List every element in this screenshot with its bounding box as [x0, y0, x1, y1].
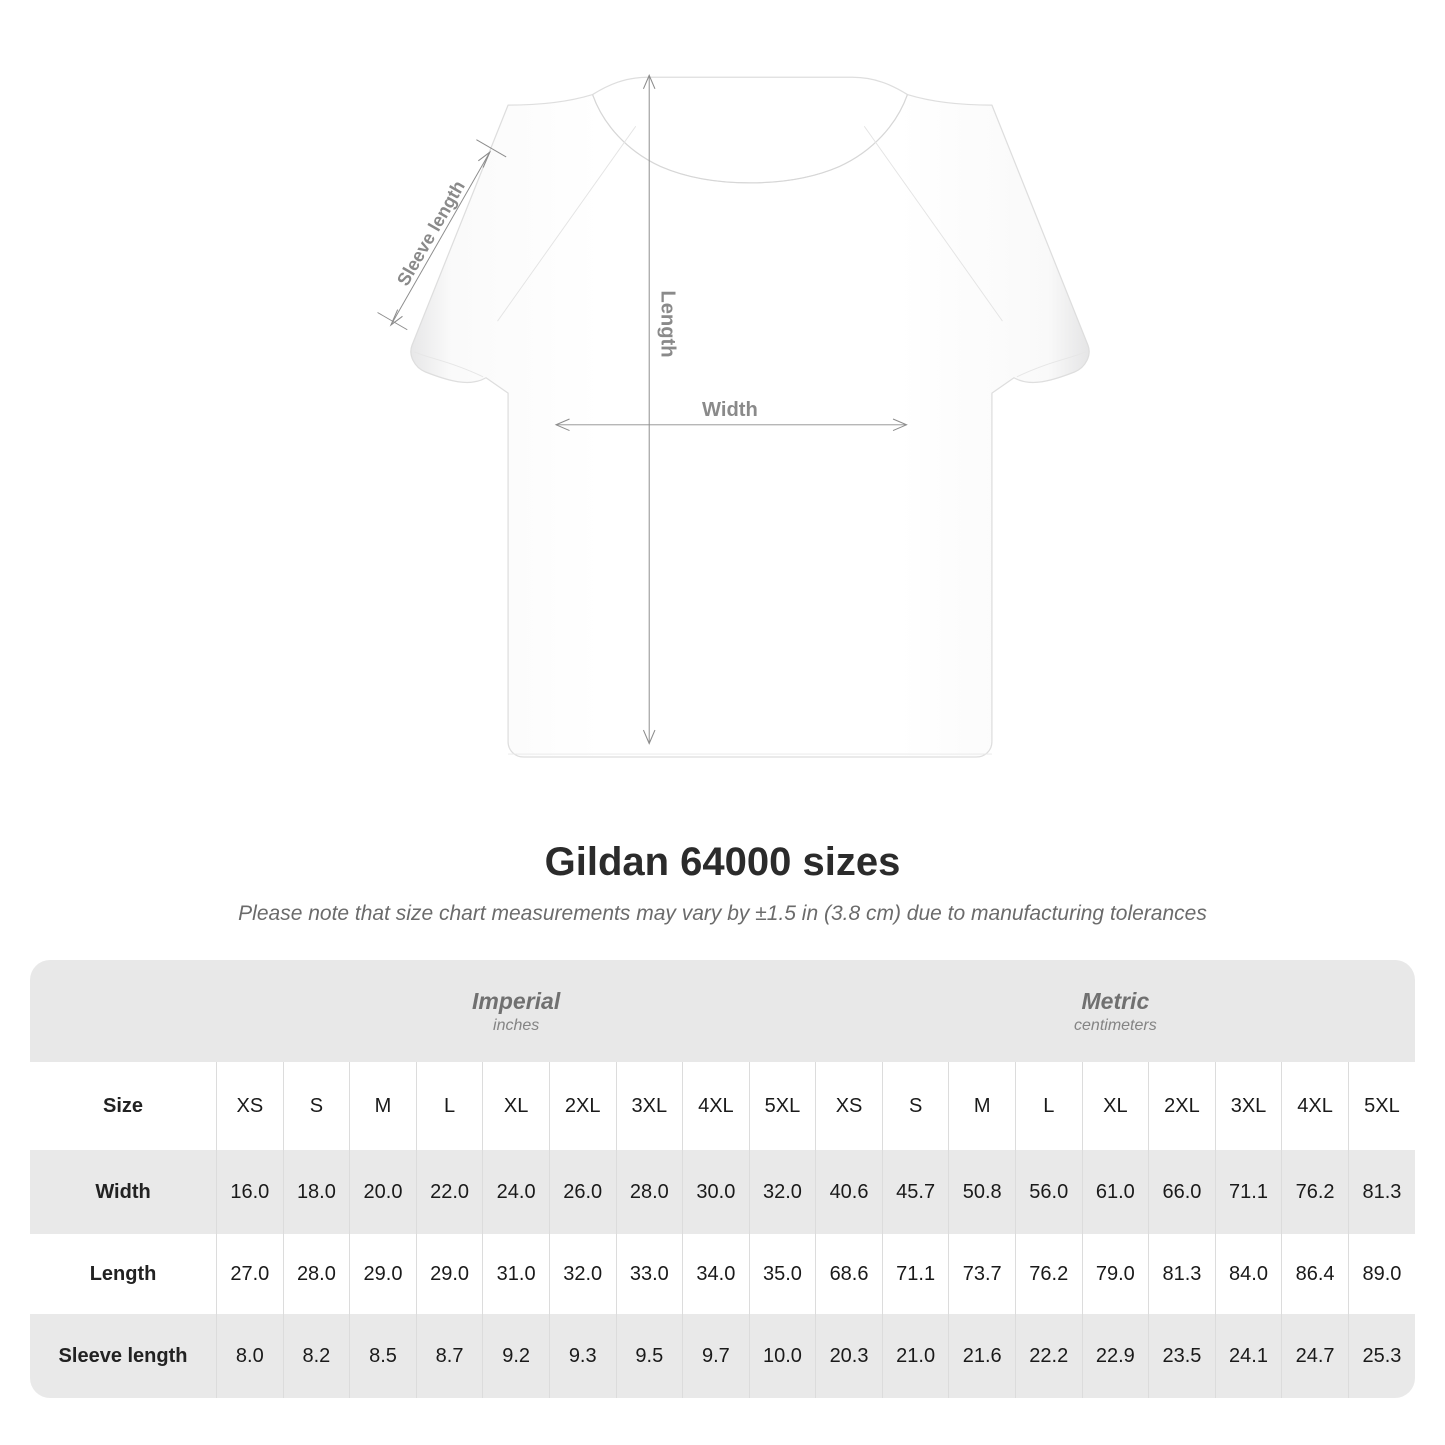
svg-text:Width: Width [702, 399, 758, 421]
svg-text:Length: Length [657, 290, 679, 357]
